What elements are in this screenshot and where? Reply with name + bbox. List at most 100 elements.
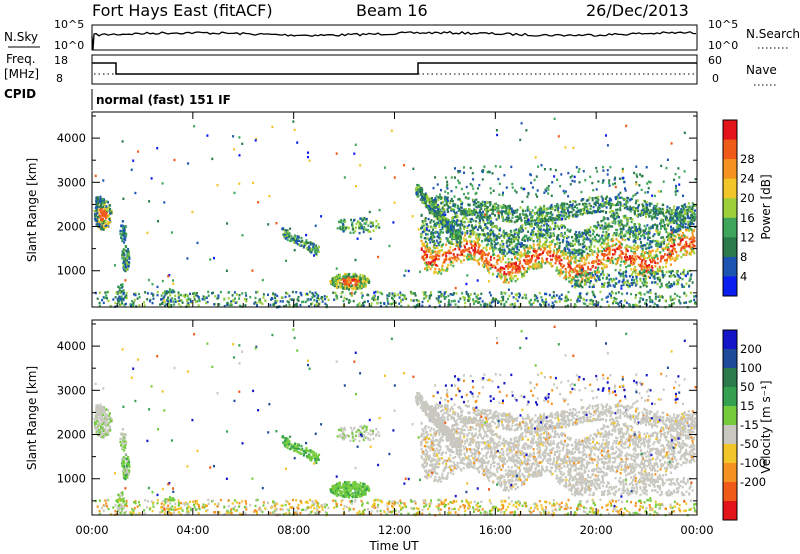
power-cell — [608, 211, 611, 214]
power-cell — [581, 255, 584, 259]
power-cell — [481, 264, 484, 267]
power-cell — [628, 264, 631, 267]
power-cell — [544, 214, 547, 218]
power-cell — [309, 241, 312, 244]
power-cell — [634, 193, 637, 196]
power-cell — [573, 252, 576, 255]
power-cell — [691, 247, 694, 251]
power-cell — [564, 226, 566, 229]
power-cell — [364, 282, 367, 285]
power-cell — [633, 171, 636, 175]
power-cell — [606, 285, 609, 288]
power-cell — [420, 248, 423, 251]
power-cell — [688, 245, 691, 248]
power-cell — [479, 226, 482, 229]
power-cell — [633, 251, 636, 255]
power-cell — [651, 225, 654, 228]
power-cell — [444, 216, 446, 220]
power-cell — [532, 219, 535, 222]
power-cell — [436, 210, 439, 213]
power-cell — [344, 285, 347, 288]
power-cell — [598, 203, 601, 206]
power-cell — [594, 225, 597, 229]
power-cell — [472, 219, 475, 222]
power-cell — [645, 206, 648, 210]
power-cell — [471, 224, 473, 227]
power-cell — [109, 208, 111, 211]
power-cell — [570, 268, 573, 271]
power-cell — [420, 192, 423, 195]
power-cell — [459, 199, 462, 203]
power-cell — [121, 257, 124, 260]
power-cell — [519, 256, 522, 259]
power-cell — [342, 286, 345, 289]
power-cell — [489, 204, 492, 207]
power-cell — [644, 200, 646, 203]
power-cell — [679, 220, 682, 223]
power-cell — [586, 207, 589, 211]
power-cell — [643, 255, 646, 258]
power-cell — [594, 266, 597, 269]
power-cell — [588, 202, 591, 206]
power-cell — [586, 212, 589, 215]
power-cell — [340, 286, 343, 289]
power-cell — [499, 269, 502, 272]
power-cell — [551, 264, 554, 268]
power-cell — [492, 230, 495, 233]
power-cell — [641, 259, 644, 262]
power-cell — [122, 248, 125, 251]
power-cell — [649, 254, 652, 257]
power-cell — [634, 265, 637, 269]
power-cell — [519, 270, 522, 274]
power-cell — [557, 204, 560, 207]
power-cell — [583, 241, 586, 244]
power-cell — [469, 218, 472, 221]
power-cell — [582, 170, 585, 173]
power-cell — [656, 270, 659, 273]
power-cell — [342, 220, 345, 223]
power-cell — [107, 222, 109, 226]
power-cell — [481, 212, 484, 216]
power-cell — [620, 260, 623, 263]
power-cell — [446, 225, 449, 228]
power-cell — [575, 269, 578, 273]
power-cell — [603, 202, 606, 205]
power-cell — [690, 240, 693, 244]
freq-panel — [91, 54, 698, 85]
power-cell — [437, 272, 439, 275]
power-cell — [654, 207, 657, 211]
power-cell — [684, 226, 687, 229]
power-cell — [565, 270, 568, 274]
power-cell — [284, 231, 287, 234]
power-cell — [625, 245, 628, 248]
power-cell — [547, 230, 550, 233]
power-cell — [528, 222, 531, 226]
power-cell — [365, 220, 368, 223]
power-cell — [524, 209, 527, 213]
power-cell — [123, 249, 126, 252]
power-cell — [629, 230, 632, 233]
power-cell — [302, 242, 305, 245]
power-cell — [378, 226, 381, 229]
power-cell — [613, 248, 616, 252]
power-cell — [659, 230, 662, 234]
power-cell — [467, 220, 470, 224]
power-cell — [631, 255, 634, 258]
power-cell — [619, 264, 622, 267]
power-cell — [634, 239, 637, 243]
power-cell — [537, 236, 540, 239]
power-cell — [437, 198, 440, 202]
power-cell — [106, 200, 109, 204]
power-cell — [422, 193, 425, 196]
power-cell — [632, 231, 635, 235]
power-cell — [348, 288, 350, 291]
power-cell — [518, 269, 521, 273]
power-cell — [434, 176, 437, 179]
power-cell — [558, 241, 561, 245]
power-cell — [647, 213, 650, 216]
power-cell — [556, 214, 559, 217]
power-cell — [598, 239, 601, 242]
power-cell — [505, 272, 508, 276]
power-cell — [669, 219, 672, 222]
power-cell — [438, 244, 441, 247]
